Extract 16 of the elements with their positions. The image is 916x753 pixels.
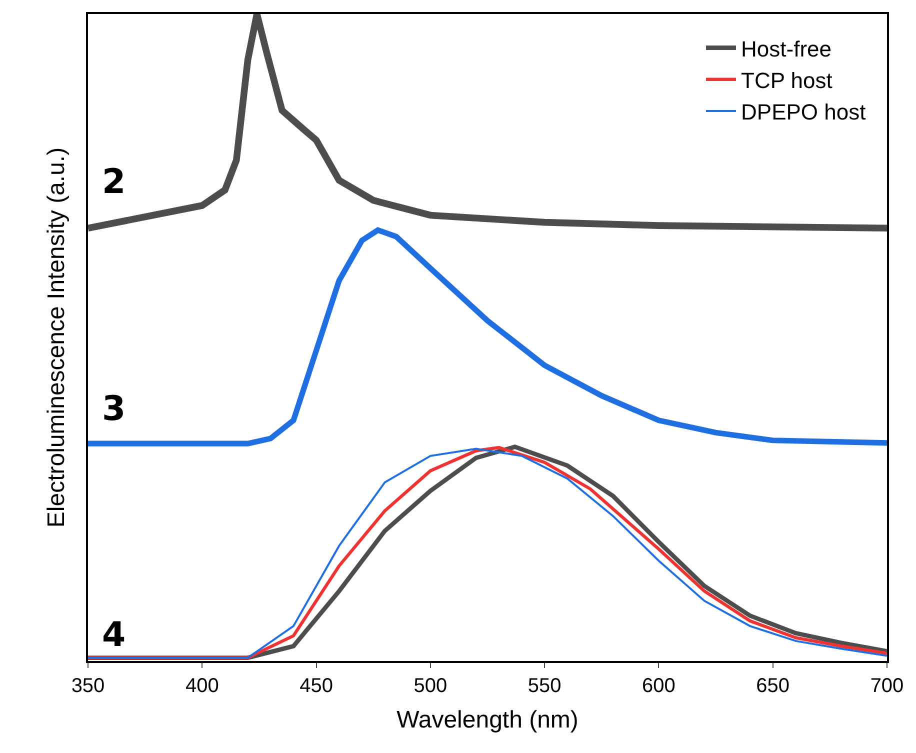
legend-label: DPEPO host <box>741 100 866 125</box>
annotation: 2 <box>102 162 126 202</box>
x-axis-title: Wavelength (nm) <box>396 706 578 734</box>
y-axis-title: Electroluminescence Intensity (a.u.) <box>42 147 70 528</box>
x-tick-label: 700 <box>870 674 904 697</box>
x-tick-label: 450 <box>300 674 333 697</box>
legend-label: Host-free <box>741 36 832 62</box>
x-tick-label: 400 <box>185 674 219 697</box>
annotation: 4 <box>102 615 126 655</box>
x-tick-label: 550 <box>528 674 562 697</box>
annotation: 3 <box>102 389 126 429</box>
x-tick-label: 350 <box>71 674 105 697</box>
x-tick-label: 600 <box>642 674 676 697</box>
x-tick-label: 650 <box>756 674 790 697</box>
x-tick-label: 500 <box>414 674 448 697</box>
legend-label: TCP host <box>741 68 832 93</box>
